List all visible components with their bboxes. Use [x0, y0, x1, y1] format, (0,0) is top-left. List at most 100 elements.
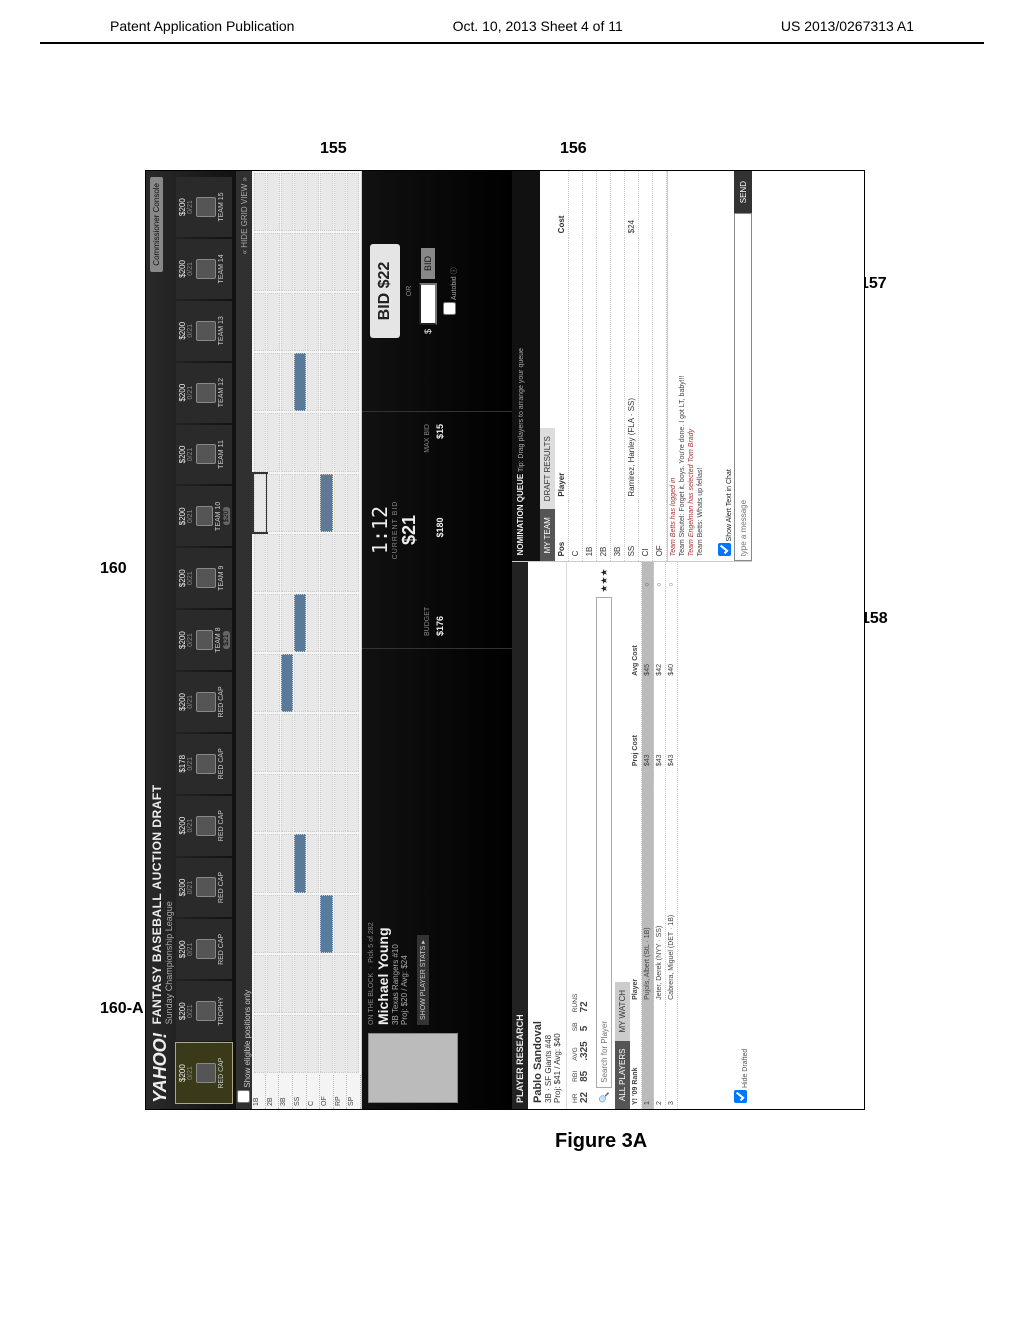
grid-cell[interactable]: [347, 834, 359, 892]
grid-cell[interactable]: [281, 654, 293, 712]
grid-cell[interactable]: [281, 173, 293, 231]
chat-send-button[interactable]: SEND: [734, 171, 752, 213]
grid-cell[interactable]: [294, 714, 306, 772]
bid-amount-input[interactable]: [419, 283, 437, 325]
grid-cell[interactable]: [334, 353, 346, 411]
grid-cell[interactable]: [334, 293, 346, 351]
grid-cell[interactable]: [254, 293, 266, 351]
grid-cell[interactable]: [267, 233, 279, 291]
hide-drafted-checkbox[interactable]: [734, 1090, 747, 1103]
grid-cell[interactable]: [307, 895, 319, 953]
grid-cell[interactable]: [347, 594, 359, 652]
grid-cell[interactable]: [320, 895, 332, 953]
show-alerts-toggle[interactable]: Show Alert Text in Chat: [726, 469, 733, 556]
grid-cell[interactable]: [254, 1015, 266, 1073]
grid-cell[interactable]: [347, 774, 359, 832]
grid-cell[interactable]: [281, 233, 293, 291]
grid-cell[interactable]: [307, 233, 319, 291]
commissioner-button[interactable]: Commissioner Console: [150, 177, 163, 272]
grid-cell[interactable]: [347, 233, 359, 291]
grid-cell[interactable]: [294, 233, 306, 291]
grid-cell[interactable]: [334, 1015, 346, 1073]
grid-cell[interactable]: [347, 955, 359, 1013]
grid-cell[interactable]: [347, 895, 359, 953]
team-slot[interactable]: $2000/21TROPHY: [176, 981, 232, 1041]
grid-cell[interactable]: [267, 654, 279, 712]
grid-cell[interactable]: [254, 474, 266, 532]
grid-cell[interactable]: [267, 594, 279, 652]
grid-cell[interactable]: [307, 654, 319, 712]
grid-cell[interactable]: [281, 1015, 293, 1073]
grid-cell[interactable]: [320, 293, 332, 351]
grid-cell[interactable]: [267, 955, 279, 1013]
grid-cell[interactable]: [307, 834, 319, 892]
team-slot[interactable]: $2000/21TEAM 8$21: [176, 610, 232, 670]
grid-cell[interactable]: [320, 233, 332, 291]
grid-cell[interactable]: [254, 173, 266, 231]
grid-cell[interactable]: [347, 714, 359, 772]
grid-cell[interactable]: [294, 534, 306, 592]
grid-cell[interactable]: [307, 413, 319, 471]
grid-cell[interactable]: [334, 834, 346, 892]
grid-cell[interactable]: [294, 955, 306, 1013]
show-alerts-checkbox[interactable]: [718, 543, 731, 556]
autobid-checkbox[interactable]: [443, 302, 456, 315]
grid-cell[interactable]: [334, 474, 346, 532]
grid-cell[interactable]: [347, 353, 359, 411]
grid-cell[interactable]: [281, 534, 293, 592]
show-player-stats-button[interactable]: SHOW PLAYER STATS ▸: [417, 935, 429, 1025]
grid-cell[interactable]: [294, 474, 306, 532]
show-eligible-checkbox[interactable]: Show eligible positions only: [237, 990, 252, 1103]
grid-cell[interactable]: [347, 293, 359, 351]
grid-cell[interactable]: [334, 895, 346, 953]
grid-cell[interactable]: [334, 774, 346, 832]
team-slot[interactable]: $2000/21TEAM 15: [176, 177, 232, 237]
grid-cell[interactable]: [294, 293, 306, 351]
grid-cell[interactable]: [334, 714, 346, 772]
grid-cell[interactable]: [334, 413, 346, 471]
hide-drafted-toggle[interactable]: Hide Drafted: [742, 1049, 749, 1103]
grid-cell[interactable]: [267, 293, 279, 351]
grid-cell[interactable]: [307, 955, 319, 1013]
team-slot[interactable]: $2000/21RED CAP: [176, 796, 232, 856]
grid-cell[interactable]: [334, 173, 346, 231]
grid-cell[interactable]: [254, 654, 266, 712]
hide-grid-toggle[interactable]: « HIDE GRID VIEW »: [240, 177, 249, 254]
grid-cell[interactable]: [254, 594, 266, 652]
grid-cell[interactable]: [320, 1015, 332, 1073]
grid-cell[interactable]: [254, 534, 266, 592]
grid-cell[interactable]: [254, 413, 266, 471]
grid-cell[interactable]: [294, 173, 306, 231]
grid-cell[interactable]: [281, 474, 293, 532]
grid-cell[interactable]: [267, 353, 279, 411]
grid-cell[interactable]: [307, 353, 319, 411]
grid-cell[interactable]: [307, 293, 319, 351]
player-search-input[interactable]: [596, 597, 612, 1088]
grid-cell[interactable]: [334, 594, 346, 652]
grid-cell[interactable]: [281, 594, 293, 652]
grid-cell[interactable]: [307, 534, 319, 592]
chat-input[interactable]: [734, 213, 752, 561]
team-slot[interactable]: $1780/21RED CAP: [176, 734, 232, 794]
grid-cell[interactable]: [307, 714, 319, 772]
team-slot[interactable]: $2000/21RED CAP: [176, 858, 232, 918]
grid-cell[interactable]: [334, 955, 346, 1013]
grid-cell[interactable]: [281, 714, 293, 772]
grid-cell[interactable]: [347, 173, 359, 231]
tab-my-watch[interactable]: MY WATCH: [615, 982, 630, 1041]
grid-cell[interactable]: [267, 413, 279, 471]
team-slot[interactable]: $2000/21TEAM 12: [176, 363, 232, 423]
grid-cell[interactable]: [334, 534, 346, 592]
autobid-toggle[interactable]: Autobid ⓘ: [443, 267, 459, 314]
tab-draft-results[interactable]: DRAFT RESULTS: [540, 428, 555, 509]
grid-cell[interactable]: [267, 534, 279, 592]
grid-cell[interactable]: [267, 834, 279, 892]
grid-cell[interactable]: [320, 594, 332, 652]
grid-cell[interactable]: [281, 353, 293, 411]
grid-cell[interactable]: [294, 895, 306, 953]
grid-cell[interactable]: [254, 714, 266, 772]
grid-cell[interactable]: [307, 173, 319, 231]
grid-cell[interactable]: [254, 353, 266, 411]
tab-all-players[interactable]: ALL PLAYERS: [615, 1041, 630, 1109]
grid-cell[interactable]: [281, 834, 293, 892]
